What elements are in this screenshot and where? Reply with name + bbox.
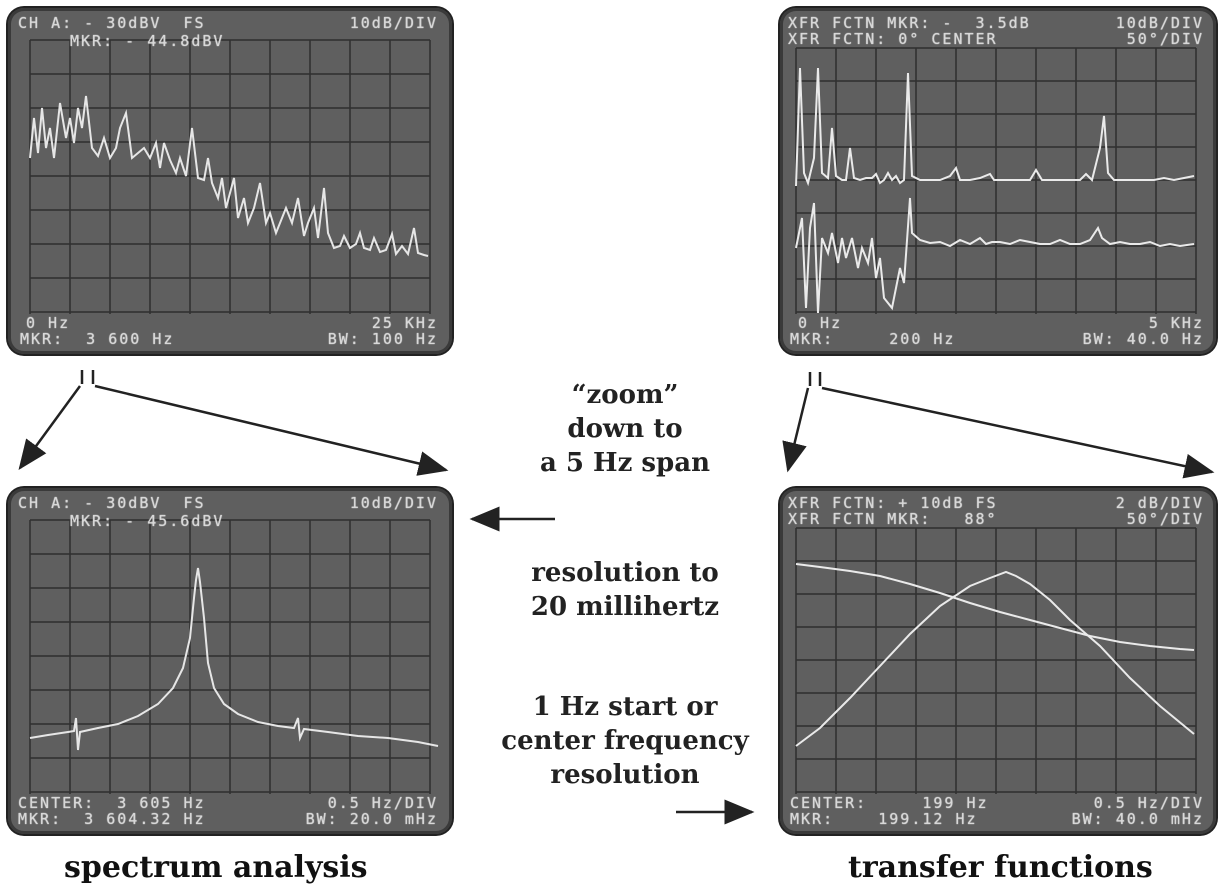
hdr-scale: 10dB/DIV (349, 14, 438, 32)
ftr-start: 0 Hz (26, 314, 71, 332)
zoom-line3: a 5 Hz span (540, 448, 710, 478)
spectrum-trace-top-left (29, 95, 429, 257)
hdr-phase-scale: 50°/DIV (1126, 30, 1204, 48)
hdr-line1: CH A: - 30dBV FS (18, 14, 206, 32)
ftr-marker: MKR: 199.12 Hz (790, 810, 978, 828)
hdr-phase: XFR FCTN: 0° CENTER (788, 30, 998, 48)
grid-bottom-left (29, 519, 439, 794)
res-line2: 20 millihertz (530, 592, 720, 622)
ftr-start: 0 Hz (798, 314, 843, 332)
screen-top-right: XFR FCTN MKR: - 3.5dB 10dB/DIV XFR FCTN:… (780, 8, 1216, 354)
ftr-center: CENTER: 3 605 Hz (18, 794, 206, 812)
phase-trace-top-right (795, 197, 1195, 314)
hdr-line1: XFR FCTN MKR: - 3.5dB (788, 14, 1031, 32)
ftr-span: 5 KHz (1148, 314, 1204, 332)
hdr-phase-scale: 50°/DIV (1126, 510, 1204, 528)
zoom-line1: “zoom” (571, 380, 679, 410)
ftr-bw: BW: 40.0 Hz (1082, 330, 1204, 348)
start-line1: 1 Hz start or (532, 692, 718, 722)
start-line2: center frequency (501, 726, 749, 756)
hdr-line1: CH A: - 30dBV FS (18, 494, 206, 512)
resolution-caption: resolution to 20 millihertz (480, 556, 770, 624)
phase-trace-bottom-right (795, 563, 1195, 651)
ftr-span: 0.5 Hz/DIV (327, 794, 438, 812)
grid-top-left (29, 39, 431, 314)
ftr-center: CENTER: 199 Hz (790, 794, 989, 812)
hdr-marker: MKR: - 44.8dBV (70, 32, 225, 50)
magnitude-trace-top-right (795, 67, 1195, 187)
res-line1: resolution to (531, 558, 719, 588)
grid-bottom-right (795, 527, 1197, 794)
hdr-scale: 10dB/DIV (349, 494, 438, 512)
hdr-scale: 10dB/DIV (1115, 14, 1204, 32)
screen-bottom-right: XFR FCTN: + 10dB FS 2 dB/DIV XFR FCTN MK… (780, 488, 1216, 834)
spectrum-analysis-label: spectrum analysis (64, 850, 368, 885)
zoom-line2: down to (567, 414, 683, 444)
hdr-line1: XFR FCTN: + 10dB FS (788, 494, 998, 512)
screen-bottom-left: CH A: - 30dBV FS 10dB/DIV MKR: - 45.6dBV… (8, 488, 452, 834)
hdr-marker: MKR: - 45.6dBV (70, 512, 225, 530)
zoom-caption: “zoom” down to a 5 Hz span (500, 378, 750, 480)
ftr-span: 0.5 Hz/DIV (1093, 794, 1204, 812)
screen-top-left: CH A: - 30dBV FS 10dB/DIV MKR: - 44.8dBV… (8, 8, 452, 354)
ftr-bw: BW: 100 Hz (327, 330, 438, 348)
ftr-bw: BW: 40.0 mHz (1071, 810, 1204, 828)
hdr-scale: 2 dB/DIV (1115, 494, 1204, 512)
start-line3: resolution (550, 760, 700, 790)
zoom-spectrum-trace (29, 567, 439, 751)
ftr-marker: MKR: 200 Hz (790, 330, 956, 348)
start-caption: 1 Hz start or center frequency resolutio… (480, 690, 770, 792)
transfer-functions-label: transfer functions (848, 850, 1153, 885)
ftr-bw: BW: 20.0 mHz (305, 810, 438, 828)
grid-top-right (795, 47, 1197, 314)
hdr-marker: XFR FCTN MKR: 88° (788, 510, 998, 528)
ftr-marker: MKR: 3 600 Hz (20, 330, 175, 348)
ftr-span: 25 KHz (371, 314, 438, 332)
ftr-marker: MKR: 3 604.32 Hz (18, 810, 206, 828)
magnitude-trace-bottom-right (795, 570, 1195, 747)
